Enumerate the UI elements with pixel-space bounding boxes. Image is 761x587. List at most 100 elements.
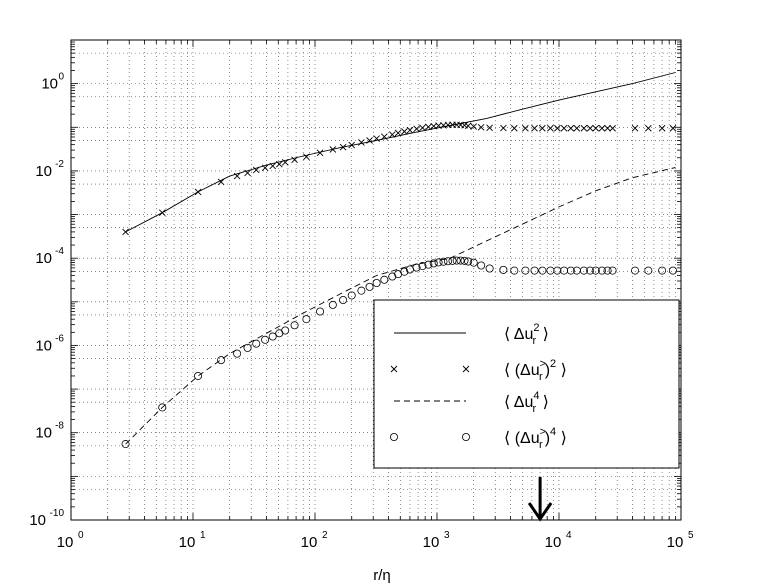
circle-marker: [448, 256, 457, 265]
legend-label: ⟨ (Δu> r)4 ⟩: [504, 426, 567, 451]
series-line: [125, 167, 676, 445]
circle-marker: [268, 332, 277, 341]
x-marker: [261, 164, 269, 172]
circle-marker: [243, 343, 252, 352]
x-marker: [604, 124, 611, 132]
x-marker-stroke: [669, 124, 677, 132]
x-marker-stroke: [303, 153, 310, 161]
x-marker: [303, 153, 310, 161]
x-tick-label-exp: 5: [688, 530, 694, 541]
circle-marker: [380, 275, 389, 284]
x-marker-stroke: [604, 124, 611, 132]
x-marker: [233, 172, 241, 180]
x-marker: [573, 124, 581, 132]
x-tick-label-exp: 3: [444, 530, 450, 541]
series-1: [122, 121, 677, 236]
series-0: [125, 72, 676, 233]
circle-marker: [439, 257, 448, 266]
x-marker: [510, 124, 518, 132]
x-marker: [394, 129, 402, 137]
x-marker: [276, 160, 283, 168]
x-marker: [339, 143, 347, 151]
x-tick-label: 10: [423, 534, 440, 551]
x-marker-stroke: [462, 365, 470, 373]
x-marker-stroke: [158, 209, 166, 217]
circle-marker: [290, 321, 299, 330]
arrow-head: [527, 502, 553, 522]
legend-label: ⟨ (Δu> r)2 ⟩: [504, 358, 567, 383]
circle-marker: [429, 259, 438, 268]
legend: ⟨ Δu2 r ⟩ ⟨ (Δu> r)2 ⟩ ⟨ Δu4 r ⟩ ⟨ (Δu> r)4 ⟩: [373, 299, 680, 469]
circle-marker: [357, 286, 366, 295]
x-marker-stroke: [547, 124, 554, 132]
x-marker: [560, 124, 568, 132]
circle-marker: [158, 403, 167, 412]
circle-marker: [217, 356, 226, 365]
x-marker: [598, 124, 606, 132]
x-marker-stroke: [406, 126, 414, 134]
circle-marker: [591, 266, 600, 275]
x-marker: [316, 149, 324, 157]
x-tick-label-exp: 4: [566, 530, 572, 541]
y-tick-label: 10: [35, 337, 52, 354]
x-marker-stroke: [464, 122, 472, 130]
x-tick-label-exp: 2: [322, 530, 328, 541]
x-marker-stroke: [244, 169, 251, 177]
x-marker: [281, 159, 289, 166]
circle-marker: [669, 266, 678, 275]
x-marker-stroke: [486, 124, 493, 132]
circle-marker: [252, 339, 261, 348]
x-marker-stroke: [425, 123, 432, 131]
x-marker: [645, 124, 652, 132]
series-line: [125, 72, 676, 233]
circle-marker: [418, 262, 427, 271]
x-marker: [419, 124, 426, 132]
x-marker-stroke: [580, 124, 588, 132]
circle-marker: [566, 266, 575, 275]
y-tick-label-exp: -2: [55, 159, 64, 170]
legend-entry: ⟨ (Δu> r)4 ⟩: [389, 426, 567, 451]
x-marker: [269, 162, 277, 170]
x-marker-stroke: [477, 123, 485, 131]
y-tick-label: 10: [29, 512, 46, 529]
circle-marker: [412, 263, 421, 272]
circle-marker: [477, 261, 486, 270]
x-marker: [486, 124, 493, 132]
y-tick-label-exp: -10: [50, 508, 65, 519]
x-marker-stroke: [329, 146, 337, 153]
x-tick-label: 10: [545, 534, 562, 551]
circle-marker: [579, 266, 588, 275]
legend-entry: ⟨ Δu2 r ⟩: [394, 322, 549, 347]
x-marker: [373, 135, 380, 142]
circle-marker: [530, 266, 539, 275]
circle-marker: [644, 266, 653, 275]
x-marker: [609, 124, 616, 132]
x-marker: [348, 141, 356, 149]
x-marker: [669, 124, 677, 132]
circle-marker: [400, 267, 409, 276]
y-tick-label-exp: -6: [55, 333, 64, 344]
x-marker: [388, 131, 396, 138]
x-marker-stroke: [339, 143, 347, 151]
x-marker-stroke: [276, 160, 283, 168]
series-layer: [121, 72, 678, 449]
x-marker: [122, 228, 129, 236]
x-marker-stroke: [194, 188, 202, 196]
x-marker: [291, 156, 298, 164]
circle-marker: [328, 300, 337, 309]
circle-marker: [388, 272, 397, 281]
y-tick-label-exp: 0: [58, 72, 64, 83]
circle-marker: [553, 266, 562, 275]
x-marker-stroke: [658, 124, 666, 132]
x-marker: [194, 188, 202, 196]
x-marker-stroke: [609, 124, 616, 132]
circle-marker: [456, 256, 465, 265]
circle-marker: [546, 266, 555, 275]
x-marker-stroke: [419, 124, 426, 132]
x-marker: [567, 124, 575, 132]
circle-marker: [608, 266, 617, 275]
x-marker: [554, 124, 561, 132]
circle-marker: [339, 296, 348, 305]
x-marker-stroke: [390, 365, 398, 373]
